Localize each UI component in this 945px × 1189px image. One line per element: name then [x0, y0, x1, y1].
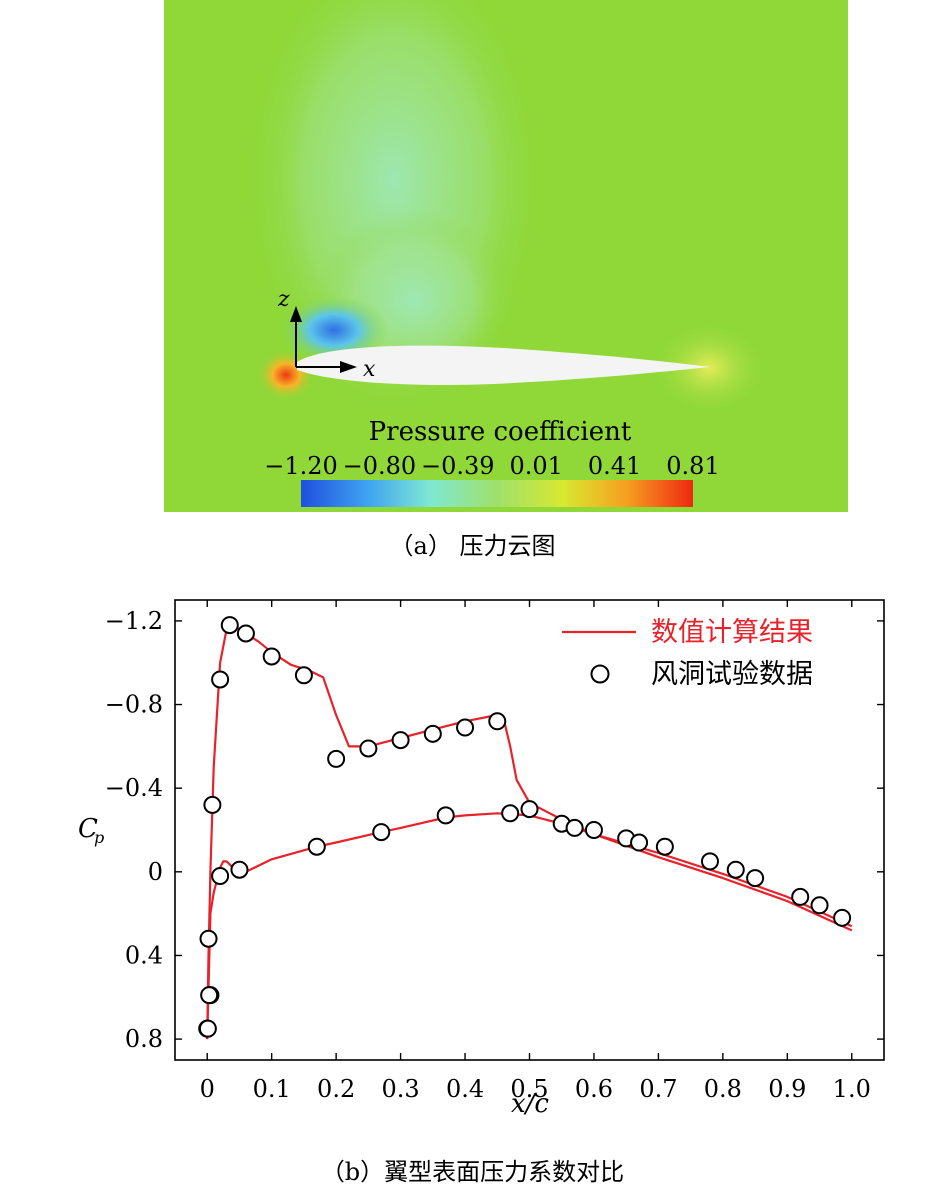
experiment-point — [230, 860, 249, 879]
legend-label-experiment: 风洞试验数据 — [651, 659, 813, 690]
experiment-point — [423, 724, 442, 743]
experiment-point — [791, 887, 810, 906]
y-tick-label: −0.4 — [105, 774, 163, 802]
experiment-point — [501, 804, 520, 823]
x-tick-label: 0.9 — [768, 1075, 806, 1103]
experiment-point — [746, 869, 765, 888]
caption-a: （a） 压力云图 — [389, 532, 556, 560]
experiment-point — [359, 739, 378, 758]
x-tick-label: 0.6 — [575, 1075, 613, 1103]
experiment-point — [810, 896, 829, 915]
experiment-point — [307, 837, 326, 856]
colorbar-tick-label: −1.20 — [264, 452, 338, 480]
experiment-point — [565, 818, 584, 837]
legend: 数值计算结果 风洞试验数据 — [562, 617, 813, 690]
y-axis-label: C p — [78, 814, 104, 847]
x-tick-label: 0.4 — [446, 1075, 484, 1103]
experiment-point — [327, 749, 346, 768]
experiment-point — [236, 624, 255, 643]
experiment-point — [198, 1019, 217, 1038]
pressure-contour-plot: z x Pressure coefficient −1.20 −0.80 −0.39… — [164, 0, 848, 512]
experiment-point — [488, 712, 507, 731]
x-axis-label: x/c — [511, 1089, 549, 1119]
experiment-point — [700, 852, 719, 871]
svg-text:p: p — [94, 828, 104, 847]
x-tick-label: 1.0 — [833, 1075, 871, 1103]
experiment-point — [294, 666, 313, 685]
pressure-contour-panel: z x Pressure coefficient −1.20 −0.80 −0.39… — [164, 0, 848, 512]
legend-label-numerical: 数值计算结果 — [651, 617, 813, 648]
y-tick-label: 0.8 — [125, 1025, 163, 1053]
svg-text:C: C — [78, 814, 98, 844]
colorbar-tick-label: −0.39 — [421, 452, 495, 480]
experiment-point — [211, 867, 230, 885]
experiment-point — [655, 837, 674, 856]
colorbar-tick-label: 0.81 — [666, 452, 719, 480]
x-tick-label: 0.5 — [510, 1075, 548, 1103]
experiment-point — [199, 929, 218, 948]
experiment-point — [220, 616, 239, 635]
experiment-point — [630, 833, 649, 852]
x-tick-label: 0.7 — [639, 1075, 677, 1103]
cp-line-series-2 — [206, 812, 853, 1040]
x-tick-label: 0.3 — [382, 1075, 420, 1103]
experiment-point — [391, 731, 410, 750]
y-tick-label: −0.8 — [105, 691, 163, 719]
experiment-point — [726, 860, 745, 879]
x-axis-label: x — [363, 357, 376, 382]
colorbar-tick-label: 0.41 — [588, 452, 641, 480]
experiment-point — [456, 718, 475, 737]
experiment-point — [203, 795, 222, 814]
colorbar — [301, 480, 693, 507]
experiment-point — [833, 908, 852, 927]
y-tick-label: 0.4 — [125, 941, 163, 969]
x-tick-label: 0.1 — [253, 1075, 291, 1103]
experiment-point — [211, 670, 230, 689]
caption-b: （b）翼型表面压力系数对比 — [320, 1158, 625, 1186]
x-tick-label: 0.2 — [317, 1075, 355, 1103]
y-tick-label: −1.2 — [105, 607, 163, 635]
experiment-point — [520, 800, 539, 819]
cp-comparison-chart: 0 0.1 0.2 0.3 0.4 0.5 0.6 0.7 0.8 0.9 1.0 −1.2 −0.8 −… — [78, 599, 885, 1119]
experiment-point — [584, 821, 603, 839]
colorbar-tick-label: −0.80 — [343, 452, 417, 480]
experiment-point — [262, 647, 281, 666]
x-tick-label: 0.8 — [704, 1075, 742, 1103]
experiment-point — [372, 823, 391, 842]
colorbar-title: Pressure coefficient — [369, 417, 632, 447]
colorbar-tick-labels: −1.20 −0.80 −0.39 0.01 0.41 0.81 — [264, 452, 719, 480]
x-tick-label: 0 — [200, 1075, 215, 1103]
y-tick-label: 0 — [148, 858, 163, 886]
experiment-point — [436, 806, 455, 825]
legend-marker-swatch — [590, 664, 610, 684]
colorbar-tick-label: 0.01 — [509, 452, 562, 480]
experiment-point — [200, 986, 219, 1005]
z-axis-label: z — [277, 287, 290, 312]
